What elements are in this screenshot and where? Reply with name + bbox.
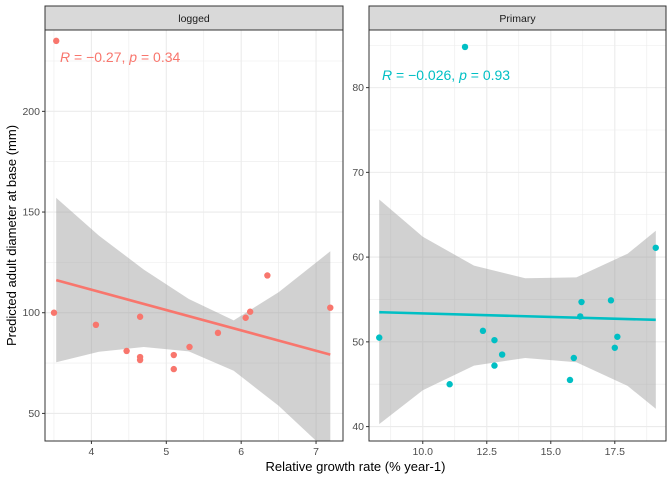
y-tick-label: 40 [352,421,364,433]
data-point [578,298,585,306]
data-point [491,336,498,344]
annotation-r-value: = −0.27, [70,49,129,65]
y-tick-label: 60 [352,252,364,264]
data-point [92,321,100,329]
data-point [611,344,618,351]
annotation-r-value: = −0.026, [392,67,459,83]
x-tick-label: 10.0 [413,446,434,458]
annotation-r-symbol: R [382,67,392,83]
annotation-p-value: = 0.34 [137,49,180,65]
x-tick-label: 4 [89,446,95,458]
correlation-annotation: R = −0.27, p = 0.34 [60,49,181,65]
data-point [170,351,177,359]
x-axis-title: Relative growth rate (% year-1) [266,459,446,474]
panel-background [369,30,666,441]
y-tick-label: 150 [22,207,40,219]
strip-background [44,5,344,31]
x-tick-label: 7 [313,446,319,458]
data-point [327,304,334,311]
data-point [461,43,469,51]
x-tick-label: 17.5 [605,446,626,458]
data-point [53,37,60,45]
data-point [491,362,498,369]
y-tick-label: 70 [352,167,364,179]
x-tick-label: 15.0 [541,446,562,458]
x-tick-label: 6 [238,446,244,458]
y-tick-label: 80 [352,82,364,94]
y-tick-label: 50 [28,408,40,420]
correlation-annotation: R = −0.026, p = 0.93 [382,67,510,83]
annotation-r-symbol: R [60,49,70,65]
data-point [123,347,130,355]
data-point [479,327,487,335]
panel-background [45,30,343,441]
data-point [186,343,193,351]
panel-border [368,29,667,442]
data-point [376,334,383,341]
data-point [652,244,659,251]
panel-logged: logged R = −0.27, p = 0.34 4 5 6 7 50 100 150 200 [22,5,344,458]
data-point [607,297,615,304]
data-point [446,381,453,388]
annotation-p-symbol: p [458,67,467,83]
data-point [214,329,222,337]
y-tick-label: 50 [352,336,364,348]
x-tick-label: 12.5 [477,446,498,458]
data-point [614,333,621,340]
data-point [136,313,144,320]
panel-border [44,29,344,442]
x-tick-label: 5 [163,446,169,458]
confidence-band [379,199,656,425]
y-tick-label: 200 [22,106,40,118]
annotation-p-value: = 0.93 [467,67,510,83]
y-tick-label: 100 [22,307,40,319]
strip-label: logged [178,13,210,25]
y-axis-title: Predicted adult diameter at base (mm) [4,125,19,346]
data-point [498,351,506,358]
annotation-p-symbol: p [128,49,137,65]
panel-primary: Primary R = −0.026, p = 0.93 10.0 12.5 15.0 1… [352,5,667,458]
confidence-band [56,197,331,441]
data-point [170,365,177,373]
data-point [136,356,144,364]
regression-line [55,278,331,356]
data-point [242,314,249,321]
data-point [50,309,58,316]
strip-label: Primary [499,13,536,25]
data-point [246,308,254,315]
regression-line [379,310,656,322]
data-point [566,376,574,384]
data-point [577,313,584,320]
strip-background [368,5,667,31]
data-point [570,354,578,362]
data-point [264,272,271,279]
